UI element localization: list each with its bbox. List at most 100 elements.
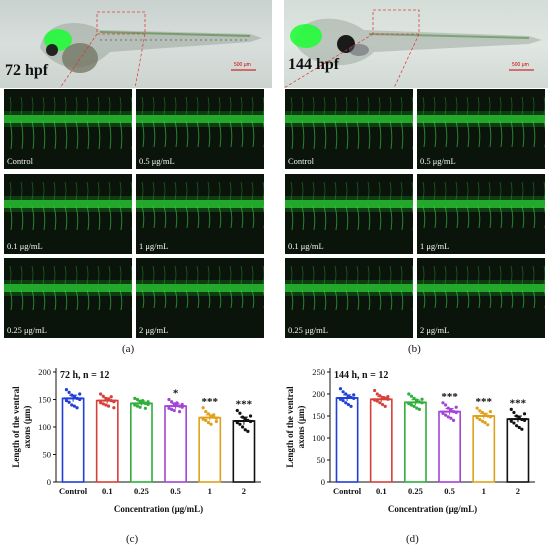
b-tile-label-2: 0.1 μg/mL xyxy=(288,241,324,251)
c-point-0-0 xyxy=(64,388,69,392)
c-xtick-label-4: 1 xyxy=(208,486,212,496)
scale-label-72hpf: 500 μm xyxy=(234,62,251,68)
c-sig-3: * xyxy=(173,388,179,400)
c-ytick-label-2: 100 xyxy=(38,422,51,432)
d-point-2-11 xyxy=(420,397,424,401)
larva-drawing-72hpf xyxy=(40,11,262,88)
d-point-1-10 xyxy=(383,404,387,408)
c-point-5-1 xyxy=(238,411,242,415)
c-xtick-label-1: 0.1 xyxy=(102,486,113,496)
c-xtick-label-0: Control xyxy=(59,486,88,496)
a-tile-1: 0.5 μg/mL xyxy=(136,89,264,169)
a-tile-label-0: Control xyxy=(7,156,33,166)
d-point-1-11 xyxy=(386,395,390,399)
a-tile-axons-4 xyxy=(4,265,132,311)
b-tile-axons-2 xyxy=(285,181,413,231)
c-xtick-label-5: 2 xyxy=(242,486,246,496)
a-tile-axons-3 xyxy=(136,181,264,229)
d-ytick-label-3: 150 xyxy=(312,411,325,421)
c-point-5-3 xyxy=(243,417,247,421)
d-point-4-0 xyxy=(475,406,479,410)
c-point-2-8 xyxy=(138,405,142,409)
b-tile-axons-1 xyxy=(417,96,545,148)
d-point-5-11 xyxy=(522,412,527,416)
d-point-1-9 xyxy=(380,402,385,407)
c-point-4-9 xyxy=(209,422,213,426)
c-point-1-0 xyxy=(99,392,103,396)
d-point-0-1 xyxy=(341,390,345,394)
d-bar-3 xyxy=(438,410,461,483)
d-point-4-9 xyxy=(483,421,487,425)
c-point-5-11 xyxy=(248,414,253,418)
d-point-0-8 xyxy=(344,401,348,405)
c-xtick-label-3: 0.5 xyxy=(170,486,181,496)
d-xtick-label-0: Control xyxy=(333,486,362,496)
c-point-0-8 xyxy=(70,403,74,407)
d-ytick-label-2: 100 xyxy=(312,433,325,443)
d-point-1-0 xyxy=(373,388,377,393)
d-bar-1 xyxy=(369,398,393,483)
d-point-2-2 xyxy=(412,396,416,400)
caption-a: (a) xyxy=(122,343,135,355)
c-point-1-7 xyxy=(101,402,105,406)
a-tile-axons-1 xyxy=(136,96,264,148)
bar-chart-72h: 72 h, n = 12 0 50 100 150 200 Length of the ve… xyxy=(11,367,261,514)
d-ylabel: Length of the ventralaxons (μm) xyxy=(285,386,306,468)
a-tile-label-3: 1 μg/mL xyxy=(139,241,169,251)
b-tile-axons-4 xyxy=(285,265,413,311)
d-point-3-0 xyxy=(441,401,445,405)
a-tile-label-1: 0.5 μg/mL xyxy=(139,156,175,166)
larva-drawing-144hpf xyxy=(284,9,542,88)
d-point-0-7 xyxy=(341,399,345,403)
b-tile-label-3: 1 μg/mL xyxy=(420,241,450,251)
b-tile-axons-0 xyxy=(285,96,413,150)
d-point-5-1 xyxy=(512,410,516,415)
a-tile-3: 1 μg/mL xyxy=(136,174,264,254)
c-point-3-0 xyxy=(167,397,171,402)
caption-b: (b) xyxy=(408,343,421,355)
a-tile-label-2: 0.1 μg/mL xyxy=(7,241,43,251)
d-point-2-10 xyxy=(417,407,421,411)
b-tile-axons-3 xyxy=(417,181,545,229)
a-tile-axons-0 xyxy=(4,96,132,150)
c-point-0-6 xyxy=(64,399,69,403)
c-point-1-9 xyxy=(106,404,111,408)
a-tile-5: 2 μg/mL xyxy=(136,258,264,338)
c-point-4-1 xyxy=(204,410,208,414)
c-point-5-10 xyxy=(246,429,250,433)
c-bar-0 xyxy=(61,397,85,483)
d-xlabel: Concentration (μg/mL) xyxy=(388,504,477,514)
c-point-4-7 xyxy=(204,418,208,422)
d-point-5-0 xyxy=(509,407,513,411)
c-point-3-7 xyxy=(170,407,174,411)
c-point-3-8 xyxy=(172,408,176,413)
c-point-5-0 xyxy=(235,408,239,413)
d-point-1-1 xyxy=(375,392,379,396)
c-xtick-label-2: 0.25 xyxy=(134,486,149,496)
bar-chart-144h: 144 h, n = 12 0 50 100 150 200 250 Length of th… xyxy=(285,367,535,514)
b-tile-0: Control xyxy=(285,89,413,169)
d-ytick-label-5: 250 xyxy=(312,367,325,377)
d-bar-0 xyxy=(335,397,359,483)
d-xtick-label-1: 0.1 xyxy=(376,486,387,496)
d-ytick-label-1: 50 xyxy=(317,455,326,465)
d-point-2-9 xyxy=(415,406,419,410)
a-tile-axons-2 xyxy=(4,181,132,231)
d-point-2-0 xyxy=(407,392,411,396)
d-point-2-8 xyxy=(412,404,416,408)
b-tile-3: 1 μg/mL xyxy=(417,174,545,254)
c-bar-1 xyxy=(95,399,119,483)
b-tile-axons-5 xyxy=(417,265,545,309)
caption-c: (c) xyxy=(126,533,139,545)
a-tile-label-4: 0.25 μg/mL xyxy=(7,325,47,335)
a-tile-axons-5 xyxy=(136,265,264,309)
d-bar-4 xyxy=(472,415,496,483)
c-ytick-label-4: 200 xyxy=(38,367,51,377)
a-tile-2: 0.1 μg/mL xyxy=(4,174,132,254)
c-point-2-7 xyxy=(135,404,140,408)
d-point-4-7 xyxy=(478,417,482,422)
d-point-3-8 xyxy=(446,415,450,419)
b-tile-4: 0.25 μg/mL xyxy=(285,258,413,338)
c-ylabel: Length of the ventralaxons (μm) xyxy=(11,386,32,468)
